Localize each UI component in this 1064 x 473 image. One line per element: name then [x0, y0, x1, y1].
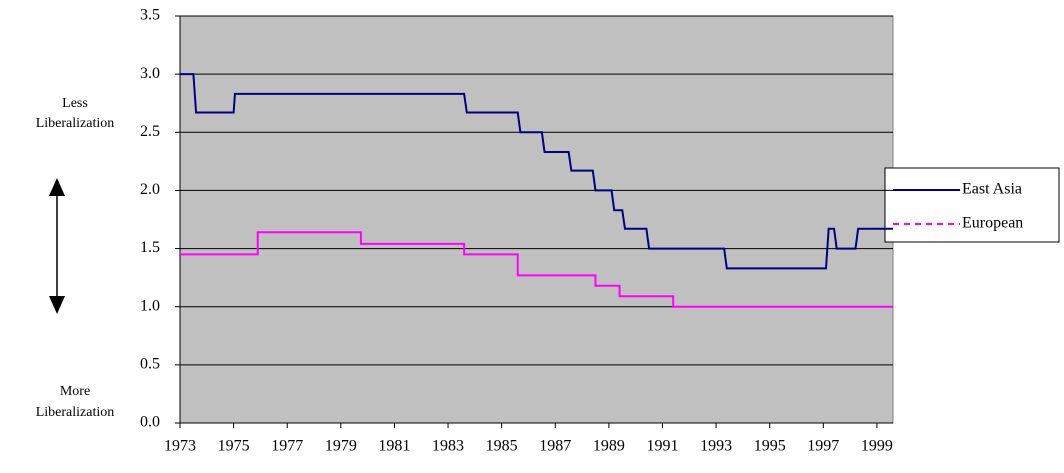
x-tick-label: 1985: [486, 438, 518, 455]
y-tick-label: 3.0: [140, 65, 160, 82]
annotation: Less: [62, 96, 88, 111]
legend-label: East Asia: [962, 181, 1022, 198]
y-tick-label: 1.0: [140, 297, 160, 314]
annotation: More: [60, 384, 90, 399]
y-tick-label: 0.0: [140, 414, 160, 431]
legend-label: European: [962, 215, 1023, 232]
double-arrow: [49, 178, 65, 314]
series-line: [180, 231, 893, 308]
legend: [884, 167, 1060, 243]
x-tick-label: 1995: [754, 438, 786, 455]
x-tick-label: 1975: [218, 438, 250, 455]
x-tick-label: 1997: [807, 438, 839, 455]
annotation: Liberalization: [36, 405, 115, 420]
x-tick-label: 1989: [593, 438, 625, 455]
x-tick-label: 1983: [432, 438, 464, 455]
annotation: Liberalization: [36, 116, 115, 131]
x-tick-label: 1993: [700, 438, 732, 455]
y-tick-label: 3.5: [140, 7, 160, 24]
y-tick-label: 0.5: [140, 356, 160, 373]
series-line: [180, 73, 893, 270]
x-tick-label: 1991: [646, 438, 678, 455]
x-tick-label: 1981: [378, 438, 410, 455]
plot-area: [179, 15, 894, 424]
y-tick-label: 1.5: [140, 239, 160, 256]
x-tick-label: 1973: [164, 438, 196, 455]
y-tick-label: 2.0: [140, 181, 160, 198]
x-tick-label: 1999: [861, 438, 893, 455]
x-tick-label: 1979: [325, 438, 357, 455]
y-tick-label: 2.5: [140, 123, 160, 140]
x-tick-label: 1977: [271, 438, 303, 455]
x-tick-label: 1987: [539, 438, 571, 455]
